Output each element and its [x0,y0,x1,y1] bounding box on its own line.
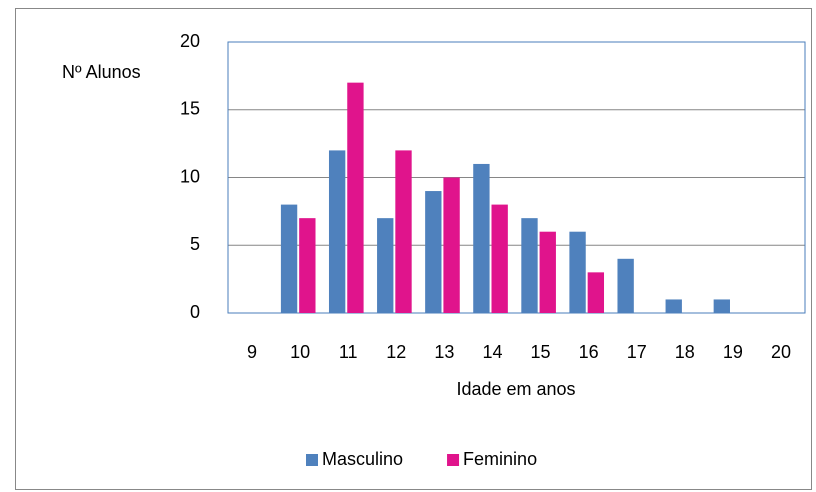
chart-frame [15,8,812,490]
bar [377,218,394,313]
y-tick-label: 5 [190,234,200,254]
x-tick-label: 12 [386,342,406,362]
bar [347,82,364,314]
bar [491,204,508,313]
bar [473,163,490,313]
bar [587,272,605,313]
bar [443,177,460,313]
bar [299,218,316,313]
x-tick-label: 19 [723,342,743,362]
x-tick-label: 16 [579,342,599,362]
x-tick-label: 11 [339,342,358,362]
bar [425,191,442,313]
bar [539,231,556,313]
y-tick-label: 15 [180,99,200,119]
legend-label: Masculino [322,449,403,469]
bar [665,299,682,313]
bar [280,204,298,313]
y-axis-title: Nº Alunos [62,62,141,82]
legend-label: Feminino [463,449,537,469]
x-tick-label: 9 [247,342,257,362]
y-tick-label: 10 [180,166,200,186]
y-tick-label: 20 [180,31,200,51]
plot-border [227,41,806,314]
x-axis-title: Idade em anos [456,379,575,399]
bar [713,299,730,313]
bar [395,150,412,313]
y-tick-label: 0 [190,302,200,322]
legend-swatch [306,454,318,466]
x-tick-label: 13 [434,342,454,362]
x-tick-label: 20 [771,342,791,362]
x-tick-label: 17 [627,342,647,362]
x-tick-label: 10 [290,342,310,362]
x-tick-label: 15 [531,342,551,362]
x-tick-label: 18 [675,342,695,362]
x-tick-label: 14 [482,342,502,362]
bar [617,258,634,313]
bar [328,150,346,313]
legend-swatch [447,454,460,466]
bar [521,218,538,313]
bar [569,231,586,313]
